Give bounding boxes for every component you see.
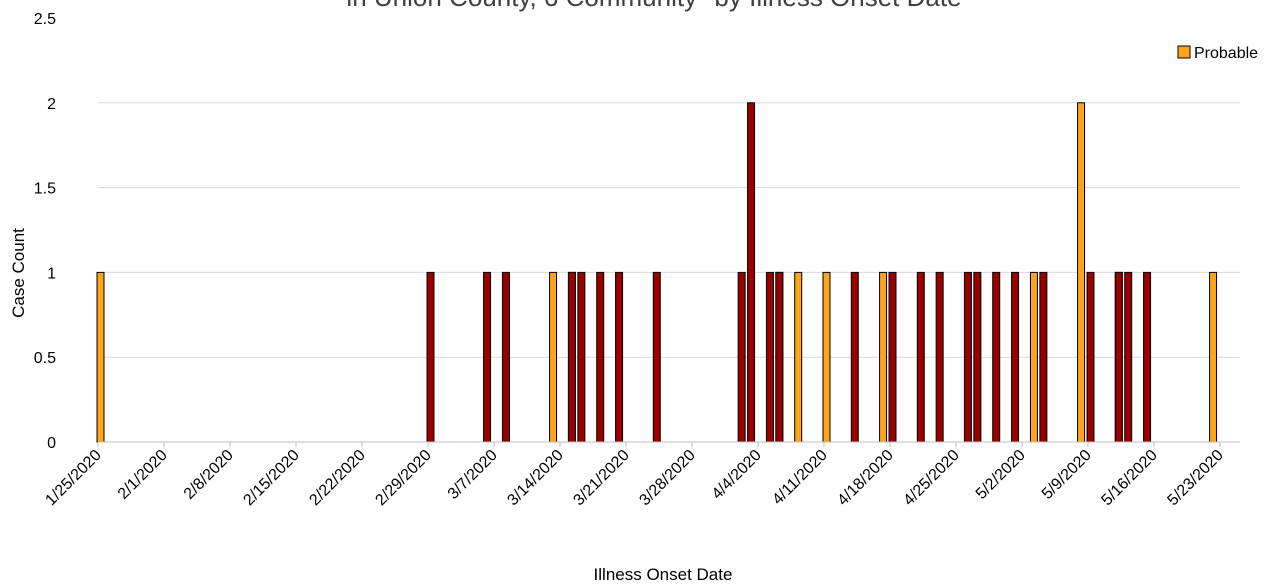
x-tick-label: 2/22/2020 [306, 447, 368, 509]
y-tick-label: 1.5 [34, 181, 56, 198]
bar-confirmed [992, 271, 1001, 443]
legend-label-probable: Probable [1194, 45, 1258, 62]
bar-confirmed [652, 271, 661, 443]
y-tick-label: 2.5 [34, 11, 56, 28]
bar-confirmed [775, 271, 784, 443]
bar-confirmed [935, 271, 944, 443]
bar-confirmed [577, 271, 586, 443]
x-tick-label: 3/21/2020 [570, 447, 632, 509]
bar-confirmed [973, 271, 982, 443]
bar-confirmed [765, 271, 774, 443]
legend: Probable [1177, 45, 1258, 62]
y-axis-title: Case Count [9, 228, 28, 318]
bar-confirmed [850, 271, 859, 443]
x-axis-title: Illness Onset Date [594, 565, 733, 584]
bar-confirmed [1143, 271, 1152, 443]
bar-confirmed [1124, 271, 1133, 443]
bar-probable [549, 271, 558, 443]
bar-probable [1029, 271, 1038, 443]
x-tick-label: 2/29/2020 [372, 447, 434, 509]
bar-confirmed [747, 102, 756, 443]
x-tick-label: 5/9/2020 [1039, 447, 1095, 503]
bar-confirmed [916, 271, 925, 443]
x-tick-label: 1/25/2020 [42, 447, 104, 509]
x-tick-label: 2/8/2020 [181, 447, 237, 503]
bar-probable [1209, 271, 1218, 443]
x-tick-label: 4/4/2020 [709, 447, 765, 503]
bar-confirmed [1039, 271, 1048, 443]
bar-confirmed [501, 271, 510, 443]
axes: 0 0.5 1 1.5 2 2.5 1/25/2020 2/1/2020 2/8/2020 2/1… [34, 11, 1240, 509]
y-tick-label: 1 [47, 265, 56, 282]
x-tick-label: 5/16/2020 [1098, 447, 1160, 509]
x-tick-label: 2/15/2020 [240, 447, 302, 509]
bar-probable [96, 271, 105, 443]
bar-confirmed [615, 271, 624, 443]
x-tick-label: 2/1/2020 [115, 447, 171, 503]
bar-confirmed [596, 271, 605, 443]
x-tick-label: 4/18/2020 [834, 447, 896, 509]
chart-title: in Union County, 6 Community* by Illness… [346, 0, 961, 12]
bar-confirmed [963, 271, 972, 443]
bar-confirmed [1114, 271, 1123, 443]
y-tick-label: 2 [47, 96, 56, 113]
bar-probable [879, 271, 888, 443]
gridlines [98, 102, 1240, 358]
y-tick-label: 0.5 [34, 350, 56, 367]
bar-confirmed [737, 271, 746, 443]
bar-probable [822, 271, 831, 443]
bar-confirmed [426, 271, 435, 443]
x-tick-label: 5/2/2020 [973, 447, 1029, 503]
bar-confirmed [1086, 271, 1095, 443]
y-tick-label: 0 [47, 435, 56, 452]
bar-confirmed [1011, 271, 1020, 443]
legend-swatch-probable [1177, 45, 1191, 59]
x-tick-label: 3/28/2020 [636, 447, 698, 509]
bar-confirmed [483, 271, 492, 443]
bar-confirmed [888, 271, 897, 443]
x-tick-label: 4/25/2020 [900, 447, 962, 509]
x-tick-label: 3/14/2020 [504, 447, 566, 509]
bar-probable [794, 271, 803, 443]
x-tick-label: 5/23/2020 [1164, 447, 1226, 509]
x-tick-label: 3/7/2020 [445, 447, 501, 503]
bar-confirmed [567, 271, 576, 443]
x-tick-label: 4/11/2020 [769, 447, 831, 509]
bar-probable [1077, 102, 1086, 443]
